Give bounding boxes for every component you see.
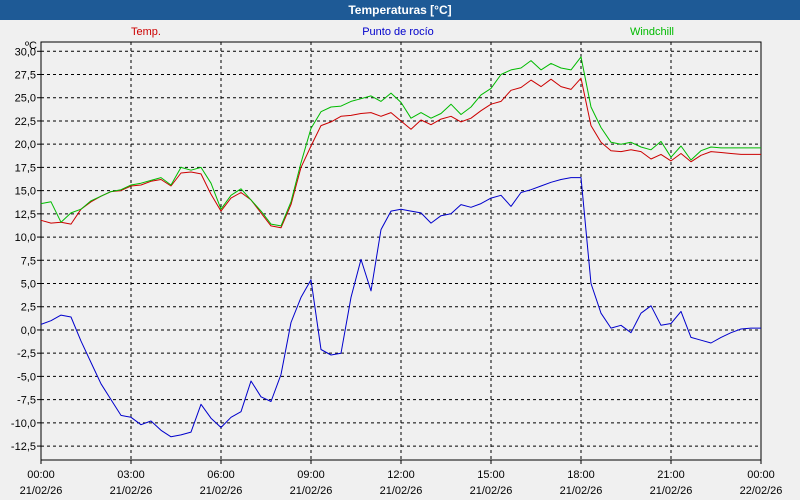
axes: ºC 30,0 27,5 25,0 22,5 20,0 17,5 15,0 12,5 10,0 7… bbox=[11, 40, 782, 497]
y-tick-label: 7,5 bbox=[21, 255, 36, 267]
y-tick-label: 20,0 bbox=[15, 139, 36, 151]
y-tick-label: 25,0 bbox=[15, 93, 36, 105]
y-tick-label: 22,5 bbox=[15, 116, 36, 128]
x-tick-date: 21/02/26 bbox=[560, 485, 603, 497]
y-tick-label: 10,0 bbox=[15, 232, 36, 244]
series-windchill-line bbox=[40, 56, 761, 227]
x-tick-time: 06:00 bbox=[207, 469, 235, 481]
legend-dewpoint: Punto de rocío bbox=[362, 26, 434, 38]
y-tick-label: -12,5 bbox=[11, 441, 36, 453]
x-tick-date: 21/02/26 bbox=[650, 485, 693, 497]
x-tick-time: 21:00 bbox=[657, 469, 685, 481]
x-tick-time: 12:00 bbox=[387, 469, 415, 481]
series-group bbox=[40, 56, 761, 438]
legend-temp: Temp. bbox=[131, 26, 161, 38]
x-tick-time: 00:00 bbox=[747, 469, 775, 481]
x-tick-date: 21/02/26 bbox=[290, 485, 333, 497]
x-tick-date: 21/02/26 bbox=[110, 485, 153, 497]
x-tick-date: 21/02/26 bbox=[380, 485, 423, 497]
y-tick-label: 12,5 bbox=[15, 209, 36, 221]
y-tick-label: -7,5 bbox=[17, 395, 36, 407]
series-temp-line bbox=[40, 77, 761, 229]
y-tick-label: 5,0 bbox=[21, 279, 36, 291]
x-tick-time: 03:00 bbox=[117, 469, 145, 481]
y-tick-label: 30,0 bbox=[15, 46, 36, 58]
y-tick-label: -10,0 bbox=[11, 418, 36, 430]
temperature-chart: ºC 30,0 27,5 25,0 22,5 20,0 17,5 15,0 12,5 10,0 7… bbox=[0, 20, 800, 500]
x-tick-time: 15:00 bbox=[477, 469, 505, 481]
x-tick-time: 09:00 bbox=[297, 469, 325, 481]
x-tick-date: 21/02/26 bbox=[20, 485, 63, 497]
x-tick-date: 22/02/26 bbox=[740, 485, 783, 497]
y-tick-label: -2,5 bbox=[17, 348, 36, 360]
y-axis-unit: ºC bbox=[25, 40, 37, 52]
window-title: Temperaturas [°C] bbox=[0, 0, 800, 20]
y-tick-label: 0,0 bbox=[21, 325, 36, 337]
y-tick-label: 27,5 bbox=[15, 70, 36, 82]
x-tick-time: 00:00 bbox=[27, 469, 55, 481]
y-tick-label: 17,5 bbox=[15, 162, 36, 174]
legend-windchill: Windchill bbox=[630, 26, 674, 38]
x-tick-date: 21/02/26 bbox=[470, 485, 513, 497]
grid bbox=[41, 42, 761, 460]
x-tick-time: 18:00 bbox=[567, 469, 595, 481]
y-tick-label: 15,0 bbox=[15, 186, 36, 198]
y-tick-label: -5,0 bbox=[17, 371, 36, 383]
legend: Temp. Punto de rocío Windchill bbox=[131, 26, 674, 38]
y-tick-label: 2,5 bbox=[21, 302, 36, 314]
series-dewpoint-line bbox=[40, 177, 761, 438]
x-tick-date: 21/02/26 bbox=[200, 485, 243, 497]
